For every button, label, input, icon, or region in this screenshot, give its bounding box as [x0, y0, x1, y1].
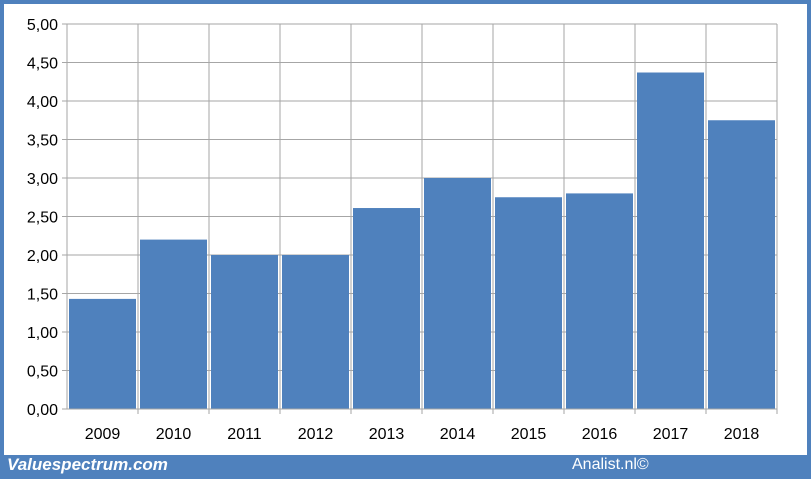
x-tick-label: 2009 [85, 426, 121, 443]
y-tick-label: 2,50 [27, 210, 58, 227]
x-tick-label: 2018 [724, 426, 760, 443]
y-tick-label: 2,00 [27, 248, 58, 265]
credit-label: Analist.nl© [572, 456, 649, 473]
bar [69, 298, 136, 409]
y-tick-label: 1,50 [27, 287, 58, 304]
x-tick-label: 2011 [227, 426, 262, 443]
x-tick-label: 2014 [440, 426, 476, 443]
grid-lines [67, 23, 778, 409]
bar [353, 208, 420, 409]
bar [282, 255, 349, 409]
bar [211, 255, 278, 409]
y-tick-label: 5,00 [27, 17, 58, 34]
bar [140, 239, 207, 409]
x-tick-label: 2012 [298, 426, 334, 443]
y-tick-label: 4,50 [27, 56, 58, 73]
bar-series [69, 72, 775, 409]
bar [637, 72, 704, 409]
x-tick-labels: 2009 2010 2011 2012 2013 2014 2015 2016 2017 2018 [85, 426, 760, 443]
bar-chart: 0,00 0,50 1,00 1,50 2,00 2,50 3,00 3,50 4,00 4,50… [27, 17, 778, 443]
y-tick-label: 0,50 [27, 364, 58, 381]
axes [62, 23, 778, 414]
y-tick-label: 3,00 [27, 171, 58, 188]
x-tick-label: 2017 [653, 426, 689, 443]
y-tick-label: 1,00 [27, 325, 58, 342]
y-tick-labels: 0,00 0,50 1,00 1,50 2,00 2,50 3,00 3,50 4,00 4,50… [27, 17, 58, 419]
bar [566, 193, 633, 409]
footer-bar: Valuespectrum.com Analist.nl© [4, 455, 807, 475]
x-tick-label: 2010 [156, 426, 192, 443]
bar [708, 120, 775, 409]
y-tick-label: 0,00 [27, 402, 58, 419]
y-tick-label: 3,50 [27, 133, 58, 150]
brand-label: Valuespectrum.com [7, 455, 168, 474]
x-tick-label: 2013 [369, 426, 405, 443]
bar [495, 197, 562, 409]
x-tick-label: 2015 [511, 426, 547, 443]
x-tick-label: 2016 [582, 426, 618, 443]
y-tick-label: 4,00 [27, 94, 58, 111]
bar [424, 178, 491, 409]
